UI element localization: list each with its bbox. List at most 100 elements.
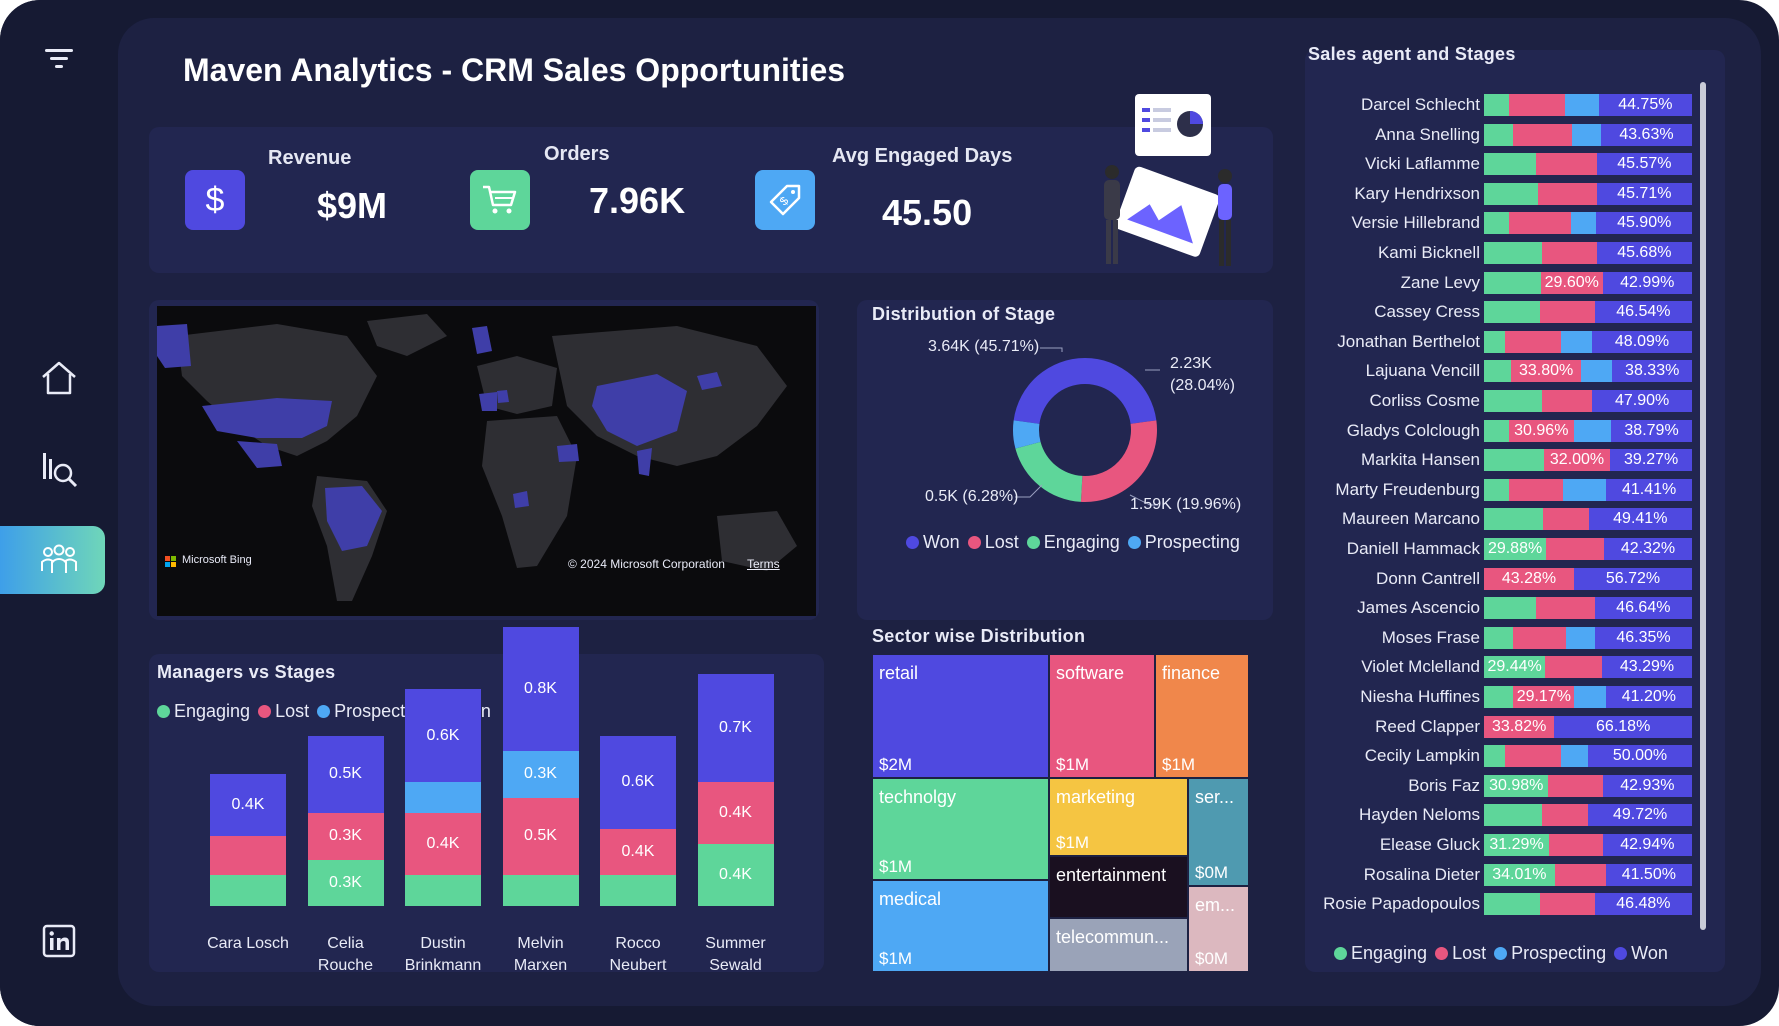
world-map[interactable]: Microsoft Bing © 2024 Microsoft Corporat… [157, 306, 816, 616]
agent-segment-won[interactable]: 45.90% [1596, 212, 1692, 235]
sector-tile[interactable]: em... $0M [1188, 886, 1249, 972]
agent-segment-won[interactable]: 38.79% [1611, 419, 1692, 442]
agent-segment-won[interactable]: 46.64% [1594, 597, 1692, 620]
bar-segment-prospecting[interactable] [405, 782, 481, 813]
bar-segment-engaging[interactable] [600, 875, 676, 906]
agent-segment-won[interactable]: 42.94% [1602, 834, 1692, 856]
agent-row[interactable]: Gladys Colclough 30.96% 38.79% [1318, 419, 1698, 442]
agent-segment-won[interactable]: 42.99% [1602, 271, 1692, 294]
bar-segment-won[interactable]: 0.5K [307, 735, 384, 813]
agent-segment-engaging[interactable]: 30.98% [1484, 774, 1549, 797]
agent-row[interactable]: Corliss Cosme 47.90% [1318, 390, 1698, 412]
agent-row[interactable]: Reed Clapper 33.82% 66.18% [1318, 715, 1698, 738]
agent-segment-won[interactable]: 49.72% [1588, 804, 1692, 827]
agent-segment-lost[interactable]: 32.00% [1543, 449, 1611, 472]
agent-segment-lost[interactable] [1542, 242, 1597, 264]
agent-segment-prospecting[interactable] [1574, 686, 1606, 708]
legend-won[interactable]: Won [906, 532, 960, 553]
agent-segment-won[interactable]: 46.35% [1594, 626, 1692, 649]
donut-slice-lost[interactable] [1080, 420, 1157, 502]
bar-segment-won[interactable]: 0.6K [600, 735, 676, 829]
legend-prospecting[interactable]: Prospecting [1494, 943, 1606, 964]
bar-segment-lost[interactable] [210, 836, 286, 875]
agent-row[interactable]: Cecily Lampkin 50.00% [1318, 745, 1698, 768]
agent-row[interactable]: Boris Faz 30.98% 42.93% [1318, 774, 1698, 797]
agent-segment-won[interactable]: 66.18% [1554, 715, 1692, 738]
agent-segment-engaging[interactable] [1484, 390, 1543, 412]
agent-segment-lost[interactable]: 29.60% [1541, 271, 1603, 294]
agent-row[interactable]: Vicki Laflamme 45.57% [1318, 153, 1698, 176]
analytics-icon[interactable] [28, 438, 90, 500]
bar-segment-won[interactable]: 0.4K [210, 774, 286, 837]
agent-row[interactable]: Anna Snelling 43.63% [1318, 123, 1698, 146]
sector-tile[interactable]: retail $2M [872, 654, 1049, 778]
bar-segment-lost[interactable]: 0.4K [405, 813, 481, 875]
agent-segment-won[interactable]: 56.72% [1574, 567, 1692, 590]
agent-segment-engaging[interactable]: 29.88% [1484, 538, 1547, 560]
sector-tile[interactable]: medical $1M [872, 880, 1049, 972]
agent-segment-prospecting[interactable] [1560, 745, 1588, 768]
bar-segment-engaging[interactable] [405, 875, 481, 906]
agent-row[interactable]: Hayden Neloms 49.72% [1318, 804, 1698, 827]
agent-segment-prospecting[interactable] [1571, 212, 1597, 235]
sector-tile[interactable]: ser... $0M [1188, 778, 1249, 886]
agent-row[interactable]: Cassey Cress 46.54% [1318, 301, 1698, 324]
agent-segment-lost[interactable]: 33.80% [1511, 360, 1582, 383]
agent-segment-won[interactable]: 45.71% [1596, 182, 1692, 205]
agent-segment-lost[interactable]: 29.17% [1513, 686, 1575, 708]
agent-segment-lost[interactable]: 33.82% [1484, 715, 1555, 738]
agent-segment-lost[interactable] [1542, 508, 1589, 531]
agent-segment-engaging[interactable] [1484, 301, 1541, 324]
agent-segment-won[interactable]: 49.41% [1588, 508, 1692, 531]
agent-segment-engaging[interactable] [1484, 94, 1510, 116]
agent-segment-won[interactable]: 43.29% [1601, 656, 1692, 679]
bar-segment-lost[interactable]: 0.4K [600, 828, 676, 875]
agent-segment-lost[interactable] [1504, 330, 1561, 353]
agent-segment-lost[interactable] [1513, 626, 1566, 649]
agent-segment-prospecting[interactable] [1560, 330, 1593, 353]
legend-lost[interactable]: Lost [967, 532, 1019, 553]
agent-segment-lost[interactable] [1508, 478, 1563, 501]
map-terms-link[interactable]: Terms [747, 557, 780, 571]
agent-row[interactable]: Kary Hendrixson 45.71% [1318, 182, 1698, 205]
sector-tile[interactable]: technolgy $1M [872, 778, 1049, 880]
agent-row[interactable]: Zane Levy 29.60% 42.99% [1318, 271, 1698, 294]
agent-segment-won[interactable]: 41.41% [1606, 478, 1692, 501]
agent-segment-won[interactable]: 39.27% [1610, 449, 1692, 472]
agent-segment-won[interactable]: 42.93% [1602, 774, 1692, 797]
agent-segment-lost[interactable] [1542, 804, 1589, 827]
agent-segment-prospecting[interactable] [1581, 360, 1613, 383]
legend-won[interactable]: Won [1614, 943, 1668, 964]
agent-segment-lost[interactable] [1546, 538, 1604, 560]
agent-segment-won[interactable]: 41.20% [1605, 686, 1692, 708]
agent-segment-lost[interactable] [1504, 745, 1561, 768]
agent-segment-prospecting[interactable] [1573, 419, 1612, 442]
agent-segment-lost[interactable] [1540, 893, 1595, 916]
agent-segment-prospecting[interactable] [1565, 94, 1599, 116]
agent-segment-lost[interactable] [1548, 774, 1603, 797]
agent-segment-won[interactable]: 42.32% [1603, 538, 1692, 560]
agent-segment-engaging[interactable] [1484, 123, 1514, 146]
agent-segment-won[interactable]: 45.68% [1596, 242, 1692, 264]
agent-segment-engaging[interactable] [1484, 360, 1511, 383]
agent-segment-engaging[interactable]: 29.44% [1484, 656, 1546, 679]
bar-segment-engaging[interactable]: 0.3K [307, 859, 384, 906]
agent-segment-engaging[interactable] [1484, 330, 1505, 353]
agent-segment-engaging[interactable] [1484, 686, 1514, 708]
agent-row[interactable]: Elease Gluck 31.29% 42.94% [1318, 834, 1698, 856]
agent-segment-engaging[interactable] [1484, 478, 1509, 501]
bar-segment-won[interactable]: 0.8K [502, 627, 579, 751]
agent-segment-engaging[interactable] [1484, 449, 1544, 472]
agent-row[interactable]: Rosie Papadopoulos 46.48% [1318, 893, 1698, 916]
donut-slice-won[interactable] [1013, 358, 1157, 424]
agent-segment-engaging[interactable] [1484, 626, 1514, 649]
agent-row[interactable]: Niesha Huffines 29.17% 41.20% [1318, 686, 1698, 708]
bar-segment-lost[interactable]: 0.5K [502, 797, 579, 875]
donut-slice-prospecting[interactable] [1013, 420, 1041, 449]
agent-segment-lost[interactable] [1540, 301, 1595, 324]
agents-scrollbar[interactable] [1700, 82, 1706, 930]
agent-segment-engaging[interactable]: 34.01% [1484, 863, 1555, 886]
agent-segment-lost[interactable] [1554, 863, 1606, 886]
agent-segment-won[interactable]: 41.50% [1605, 863, 1692, 886]
agent-segment-prospecting[interactable] [1562, 478, 1607, 501]
